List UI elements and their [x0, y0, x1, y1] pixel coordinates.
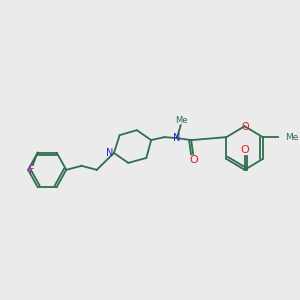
Text: Me: Me — [176, 116, 188, 125]
Text: Me: Me — [285, 133, 298, 142]
Text: N: N — [106, 148, 114, 158]
Text: O: O — [242, 122, 249, 132]
Text: F: F — [29, 166, 35, 176]
Text: O: O — [240, 145, 249, 155]
Text: N: N — [173, 133, 181, 143]
Text: O: O — [190, 155, 198, 165]
